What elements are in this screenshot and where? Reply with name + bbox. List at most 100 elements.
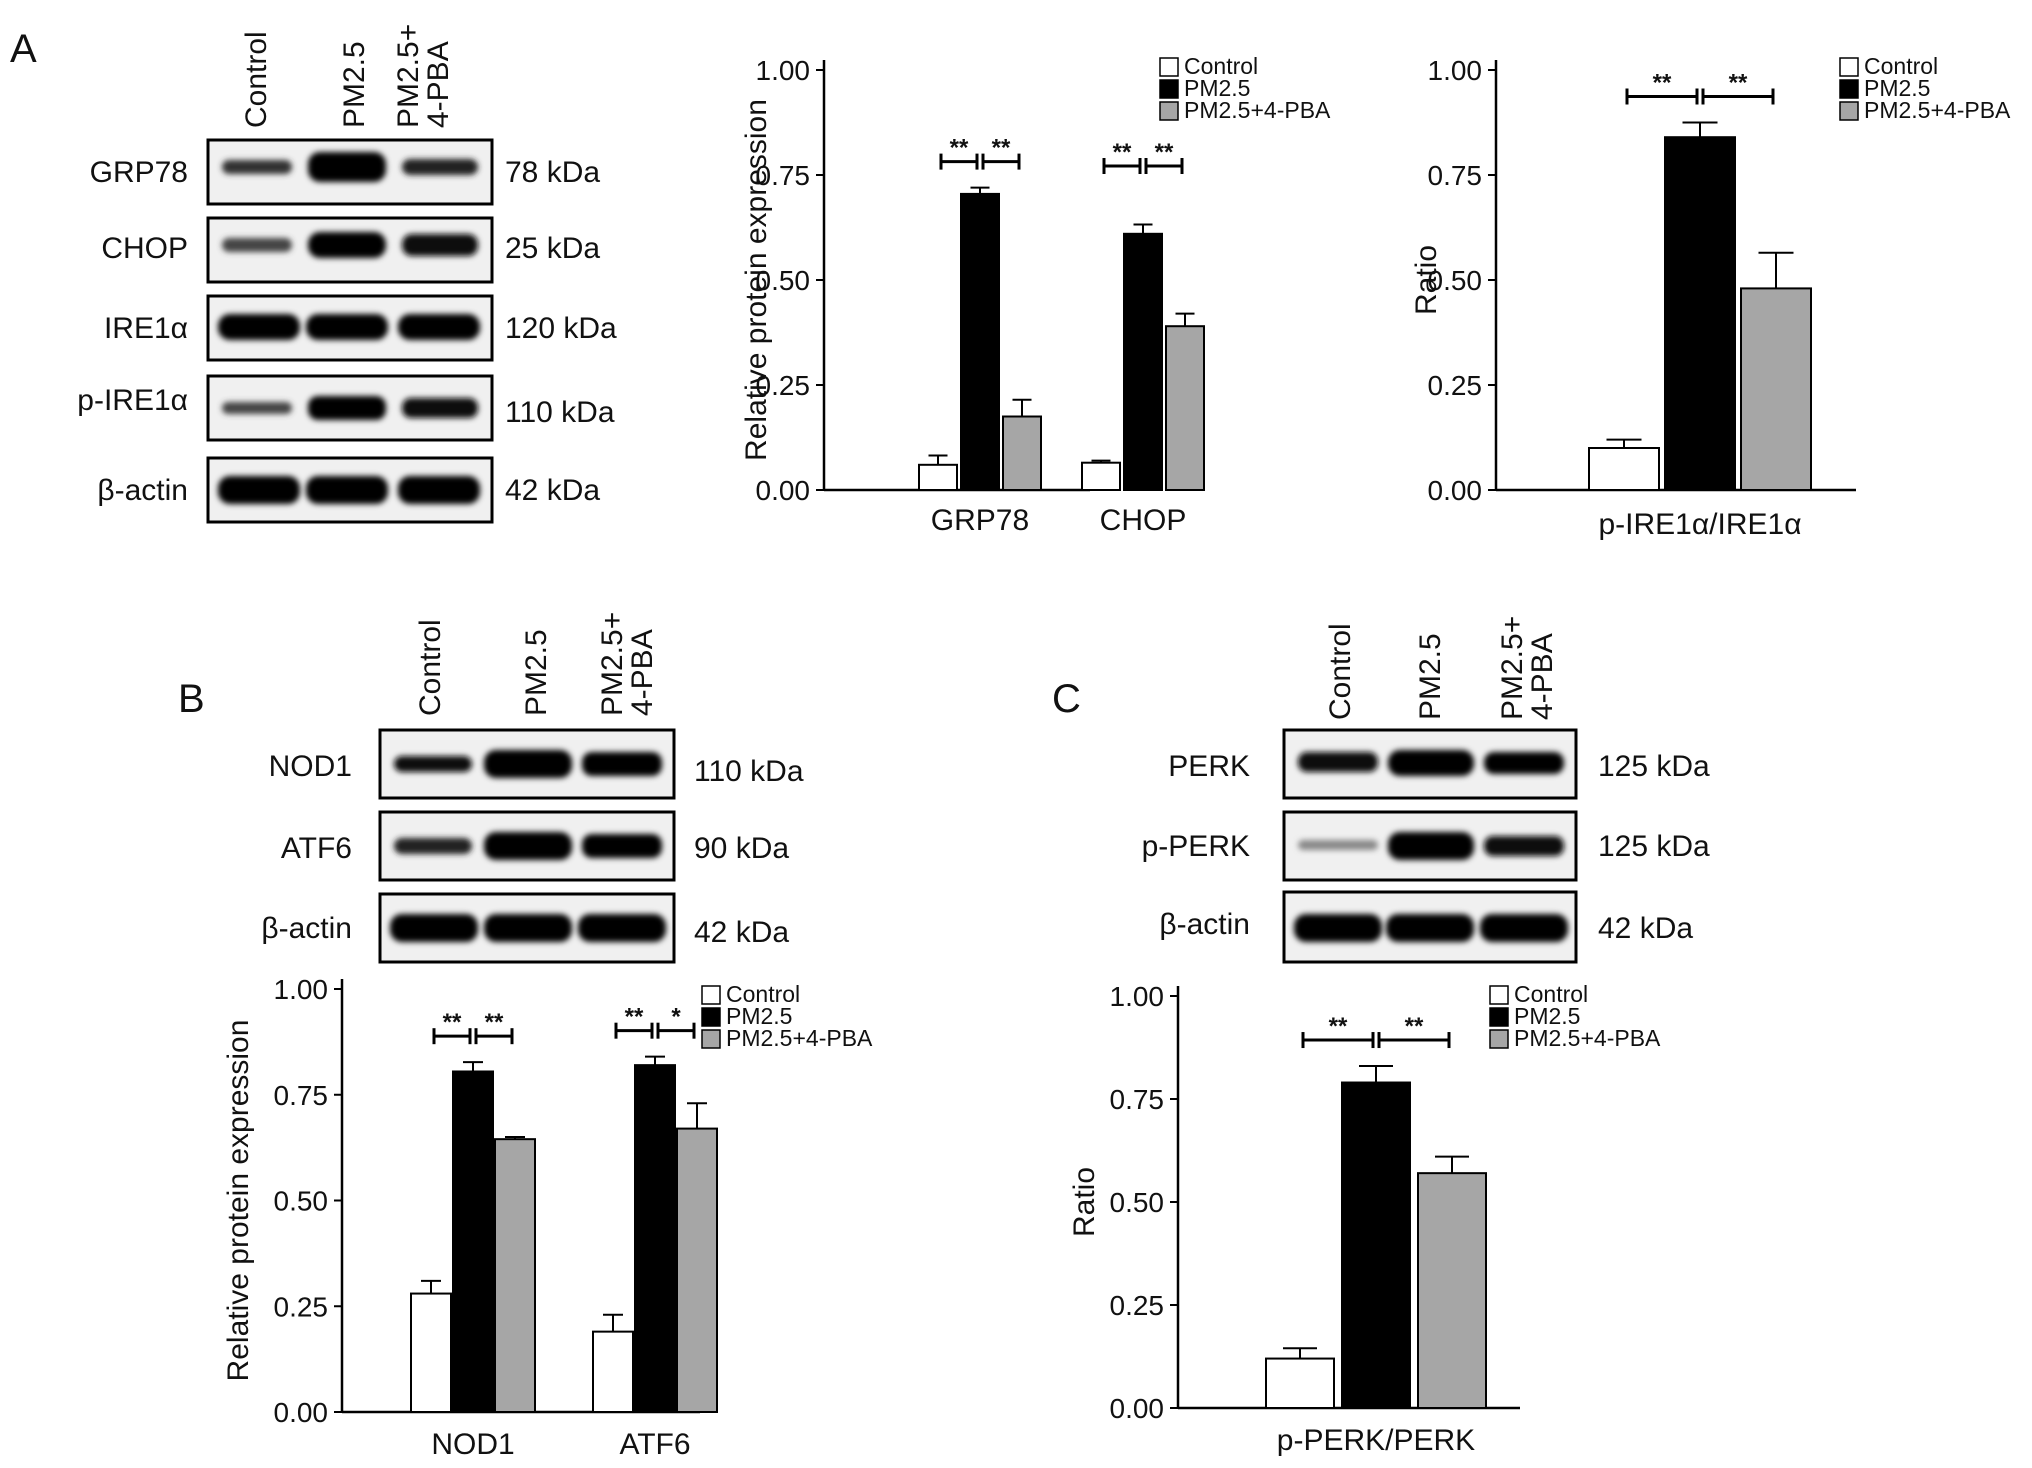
kda-label-beta-actin-a: 42 kDa — [505, 474, 600, 507]
significance-stars: ** — [1155, 139, 1174, 166]
band-label-atf6: ATF6 — [281, 832, 352, 865]
y-tick-label: 0.75 — [756, 160, 811, 191]
y-axis-label: Relative protein expression — [222, 1020, 255, 1382]
legend-swatch — [1159, 57, 1179, 77]
blot-row-beta-actin-b: β-actin 42 kDa — [261, 892, 789, 964]
significance-stars: ** — [485, 1009, 504, 1036]
legend-swatch — [1159, 101, 1179, 121]
significance-stars: ** — [950, 135, 969, 162]
kda-label-nod1: 110 kDa — [694, 755, 804, 788]
bar-pm2-5-grp78 — [960, 192, 1000, 491]
lane-label-control-b: Control — [414, 619, 447, 716]
bar-pm2-5-nod1 — [452, 1070, 494, 1413]
y-tick-label: 1.00 — [1428, 55, 1483, 86]
legend-entry: PM2.5+4-PBA — [1514, 1025, 1661, 1051]
legend-swatch — [701, 1029, 721, 1049]
significance-stars: ** — [443, 1009, 462, 1036]
bar-control-p-ire1-ire1- — [1588, 447, 1660, 491]
legend-entry: PM2.5 — [1514, 1003, 1580, 1029]
legend-entry: PM2.5+4-PBA — [726, 1025, 873, 1051]
significance-stars: ** — [625, 1004, 644, 1031]
kda-label-beta-actin-b: 42 kDa — [694, 916, 789, 949]
legend-entry: PM2.5 — [1864, 75, 1930, 101]
x-tick-label: CHOP — [1100, 504, 1187, 537]
significance-stars: * — [671, 1004, 681, 1031]
legend-swatch — [1839, 57, 1859, 77]
blot-row-p-ire1a: p-IRE1α 110 kDa — [77, 374, 615, 442]
lane-headers-a: Control PM2.5 PM2.5+ 4-PBA — [240, 24, 455, 128]
significance-bracket: ** — [432, 1009, 472, 1045]
lane-label-control: Control — [240, 31, 273, 128]
chart-a1: 0.00 0.25 0.50 0.75 1.00 Relative protein exp… — [740, 53, 1331, 537]
bar-pm2-5-4-pba-nod1 — [494, 1138, 536, 1414]
significance-bracket: ** — [939, 135, 979, 170]
bar-pm2-5-4-pba-chop — [1165, 325, 1205, 492]
lane-label-pm25-plus-b: PM2.5+ — [596, 612, 629, 716]
y-axis-label: Ratio — [1068, 1167, 1101, 1237]
significance-bracket: ** — [1144, 139, 1184, 174]
significance-stars: ** — [992, 135, 1011, 162]
lane-label-pm25-b: PM2.5 — [520, 629, 553, 716]
band-label-grp78: GRP78 — [90, 156, 188, 189]
kda-label-p-perk: 125 kDa — [1598, 830, 1710, 863]
x-tick-label: p-IRE1α/IRE1α — [1598, 508, 1801, 541]
kda-label-p-ire1a: 110 kDa — [505, 396, 615, 429]
x-tick-label: p-PERK/PERK — [1277, 1424, 1475, 1457]
western-blot-a: Control PM2.5 PM2.5+ 4-PBA GRP78 78 kDa … — [77, 24, 617, 524]
legend-entry: Control — [726, 981, 800, 1007]
blot-row-beta-actin-a: β-actin 42 kDa — [97, 456, 600, 524]
western-blot-b: Control PM2.5 PM2.5+ 4-PBA NOD1 110 kDa … — [261, 612, 804, 964]
kda-label-chop: 25 kDa — [505, 232, 600, 265]
significance-bracket: ** — [981, 135, 1021, 170]
bar-pm2-5-atf6 — [634, 1064, 676, 1413]
legend-swatch — [1489, 1029, 1509, 1049]
blot-row-atf6: ATF6 90 kDa — [281, 810, 789, 882]
bar-pm2-5-p-ire1-ire1- — [1664, 136, 1736, 491]
bar-pm2-5-p-perk-perk — [1341, 1081, 1411, 1410]
panel-label-b: B — [178, 677, 205, 721]
bar-control-nod1 — [410, 1292, 452, 1414]
kda-label-atf6: 90 kDa — [694, 832, 789, 865]
significance-bracket: ** — [614, 1004, 654, 1039]
y-tick-label: 0.75 — [274, 1080, 329, 1111]
chart-c: 0.00 0.25 0.50 0.75 1.00 Ratio p-PERK/PERK ** **… — [1068, 981, 1661, 1457]
kda-label-grp78: 78 kDa — [505, 156, 600, 189]
band-label-beta-actin-c: β-actin — [1159, 908, 1250, 941]
bar-control-p-perk-perk — [1265, 1357, 1335, 1410]
y-tick-label: 0.75 — [1110, 1084, 1165, 1115]
lane-label-control-c: Control — [1324, 623, 1357, 720]
significance-stars: ** — [1729, 70, 1748, 97]
band-label-nod1: NOD1 — [269, 750, 352, 783]
x-tick-label: NOD1 — [431, 1428, 514, 1461]
blot-row-p-perk: p-PERK 125 kDa — [1142, 810, 1710, 882]
bar-pm2-5-4-pba-grp78 — [1002, 415, 1042, 491]
lane-label-pm25-plus-c: PM2.5+ — [1496, 616, 1529, 720]
significance-stars: ** — [1329, 1013, 1348, 1040]
y-tick-label: 0.00 — [1428, 475, 1483, 506]
y-tick-label: 0.50 — [1110, 1187, 1165, 1218]
bar-pm2-5-4-pba-p-perk-perk — [1417, 1172, 1487, 1410]
significance-bracket: ** — [1301, 1013, 1375, 1049]
blot-row-nod1: NOD1 110 kDa — [269, 728, 804, 800]
kda-label-perk: 125 kDa — [1598, 750, 1710, 783]
legend-entry: PM2.5 — [1184, 75, 1250, 101]
blot-row-chop: CHOP 25 kDa — [101, 216, 600, 284]
y-axis-label: Ratio — [1410, 245, 1443, 315]
y-tick-label: 0.50 — [274, 1186, 329, 1217]
significance-stars: ** — [1113, 139, 1132, 166]
band-label-p-perk: p-PERK — [1142, 830, 1250, 863]
y-tick-label: 0.25 — [274, 1291, 329, 1322]
blot-row-perk: PERK 125 kDa — [1168, 728, 1710, 800]
y-tick-label: 0.25 — [1428, 370, 1483, 401]
lane-label-4pba: 4-PBA — [422, 41, 455, 128]
band-label-beta-actin-b: β-actin — [261, 912, 352, 945]
blot-row-beta-actin-c: β-actin 42 kDa — [1159, 890, 1693, 964]
x-tick-label: ATF6 — [619, 1428, 690, 1461]
legend-swatch — [1839, 79, 1859, 99]
y-tick-label: 1.00 — [274, 974, 329, 1005]
bar-pm2-5-4-pba-p-ire1-ire1- — [1740, 287, 1812, 491]
western-blot-c: Control PM2.5 PM2.5+ 4-PBA PERK 125 kDa … — [1142, 616, 1710, 964]
